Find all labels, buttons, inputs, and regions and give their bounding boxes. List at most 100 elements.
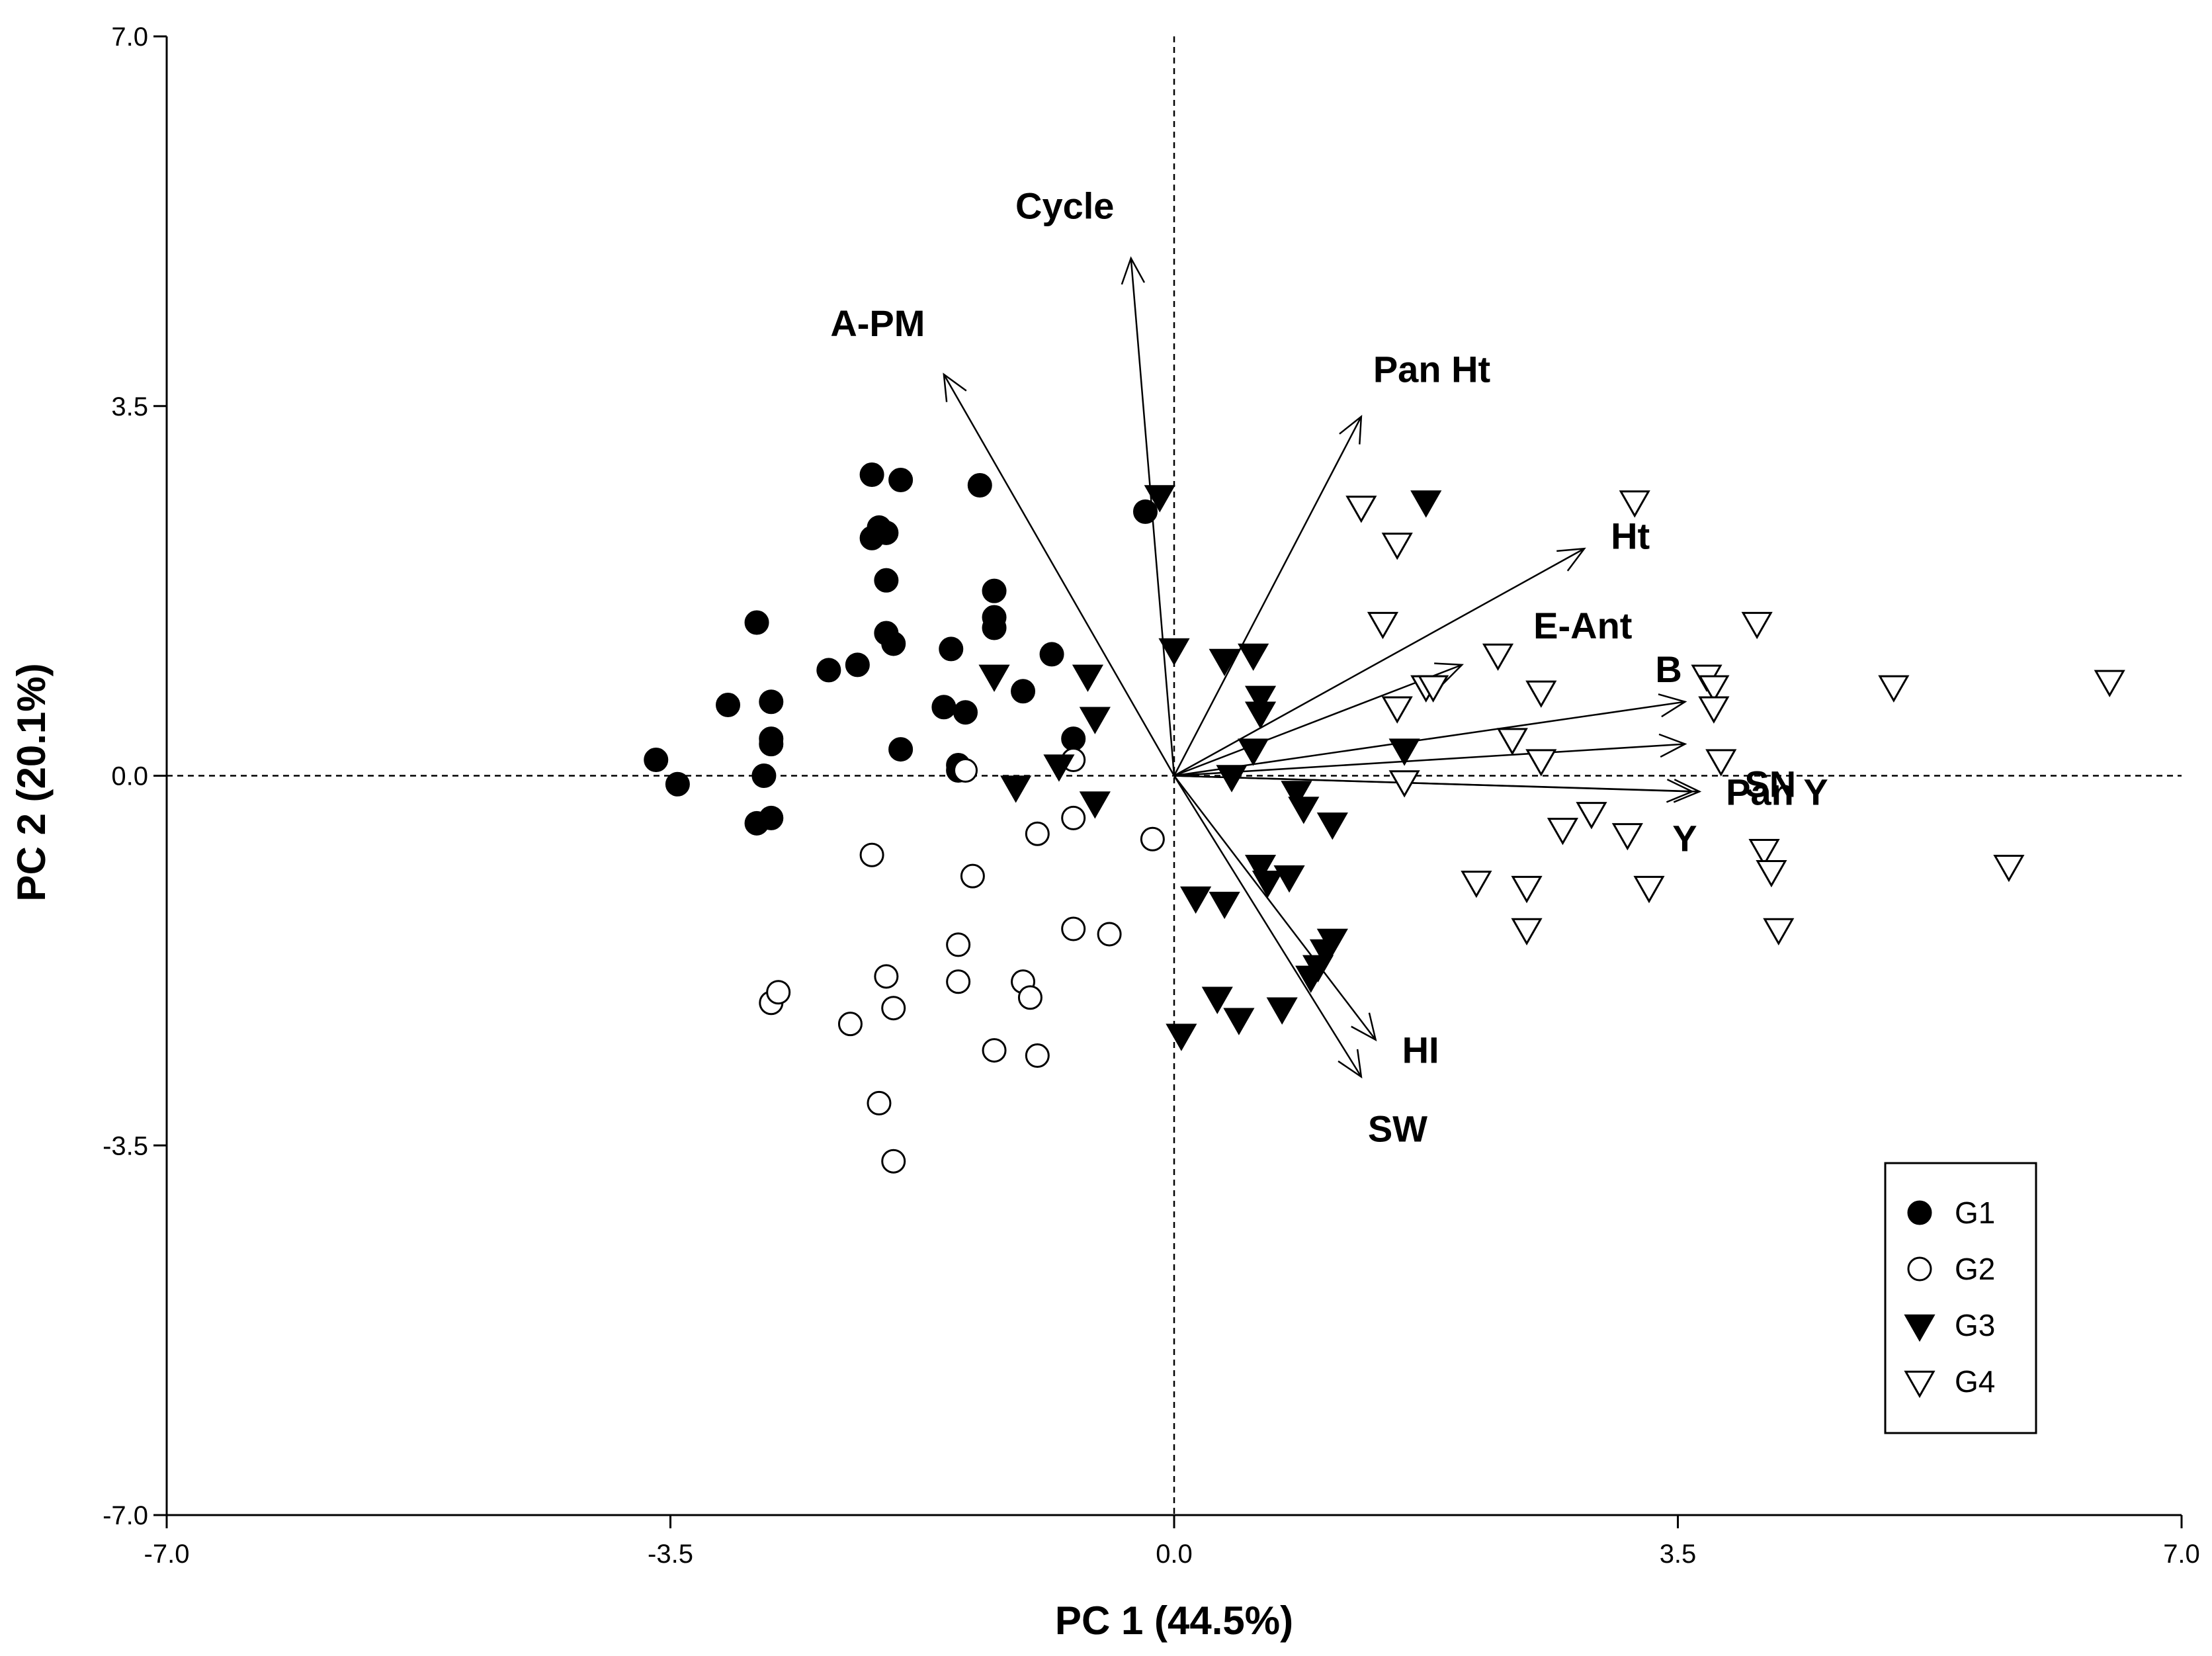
point-g4 (1698, 696, 1730, 724)
loading-arrow-shaft (1173, 701, 1685, 777)
series-g4 (1345, 490, 2125, 946)
loading-arrow-head (1658, 693, 1687, 718)
loading-sw: SW (1173, 775, 1427, 1149)
point-g4 (1633, 875, 1665, 904)
point-g1 (953, 700, 978, 725)
point-g3 (1079, 707, 1111, 734)
point-g1 (744, 610, 769, 635)
loading-arrow-head (1434, 662, 1465, 685)
legend-label-g3: G3 (1955, 1308, 1995, 1342)
loading-label: SW (1368, 1108, 1427, 1149)
legend-item-g1: G1 (1907, 1196, 1995, 1230)
point-g3 (1180, 886, 1212, 914)
point-g3 (1266, 997, 1298, 1025)
loading-label: E-Ant (1533, 605, 1632, 646)
x-tick-label: 0.0 (1156, 1540, 1193, 1569)
point-g1 (931, 695, 957, 720)
point-g3 (1238, 643, 1269, 671)
point-g2 (1025, 821, 1050, 846)
loading-label: HI (1402, 1029, 1439, 1071)
point-g4 (1611, 823, 1643, 851)
loading-arrow-head (1121, 256, 1146, 285)
point-g2 (1140, 826, 1165, 851)
point-g4 (1619, 490, 1650, 518)
loading-ht: Ht (1173, 515, 1650, 777)
legend-label-g2: G2 (1955, 1252, 1995, 1286)
loading-label: B (1655, 648, 1681, 690)
loading-arrow-shaft (1173, 548, 1585, 777)
point-g3 (1238, 738, 1269, 766)
point-g1 (644, 748, 669, 773)
point-g4 (1698, 675, 1730, 703)
point-g3 (1244, 701, 1277, 729)
point-g3 (1273, 865, 1305, 893)
point-g3 (1244, 854, 1277, 883)
series-g1 (644, 462, 1158, 836)
loading-arrow-head (1673, 779, 1702, 803)
point-g4 (1576, 802, 1607, 830)
legend-marker-g2 (1907, 1256, 1932, 1282)
point-g3 (1410, 490, 1442, 518)
y-tick-label: 3.5 (111, 392, 148, 421)
point-g3 (1281, 781, 1312, 808)
point-g1 (759, 689, 784, 715)
loading-arrow-head (1351, 1012, 1377, 1042)
point-g1 (759, 726, 784, 752)
loading-arrow-shaft (1173, 775, 1693, 793)
y-tick-label: -3.5 (103, 1131, 148, 1160)
point-g2 (766, 980, 791, 1005)
loading-pan-ht: Pan Ht (1173, 349, 1490, 777)
point-g1 (888, 468, 914, 492)
point-g2 (1061, 805, 1086, 830)
loading-label: Ht (1611, 515, 1650, 556)
point-g1 (939, 636, 964, 662)
loading-arrow-shaft (1173, 664, 1463, 777)
point-g2 (874, 964, 899, 989)
point-g3 (1388, 738, 1420, 766)
loading-y: Y (1173, 775, 1697, 859)
point-g1 (1011, 679, 1036, 704)
point-g2 (946, 932, 971, 957)
y-tick-label: 7.0 (111, 22, 148, 52)
loading-sn: SN (1173, 733, 1796, 805)
point-g3 (1209, 891, 1240, 920)
legend-label-g1: G1 (1955, 1196, 1995, 1230)
point-g4 (1418, 675, 1449, 703)
legend-item-g3: G3 (1904, 1308, 1995, 1342)
point-g2 (1025, 1043, 1050, 1068)
point-g3 (1316, 812, 1348, 840)
point-g3 (1144, 485, 1175, 513)
loading-arrow-shaft (1173, 775, 1362, 1078)
legend-item-g4: G4 (1904, 1364, 1995, 1399)
point-g2 (953, 758, 978, 783)
point-g2 (946, 969, 971, 994)
loading-label: Pan Y (1726, 771, 1828, 812)
x-tick-label: 3.5 (1660, 1540, 1697, 1569)
loading-hi: HI (1173, 775, 1439, 1071)
series-g3 (978, 485, 1442, 1051)
point-g1 (716, 693, 741, 718)
y-tick-label: 0.0 (111, 762, 148, 791)
point-g3 (978, 664, 1010, 692)
point-g2 (1017, 985, 1042, 1010)
point-g1 (967, 472, 992, 498)
loading-arrow-shaft (1173, 775, 1377, 1041)
legend: G1 G2 G3 G4 (1884, 1162, 2037, 1434)
point-g4 (1525, 680, 1557, 708)
point-g2 (867, 1090, 892, 1115)
point-g4 (1482, 643, 1514, 671)
point-g1 (982, 605, 1007, 630)
point-g1 (982, 578, 1007, 603)
point-g2 (982, 1038, 1007, 1063)
loading-arrow-head (1658, 733, 1687, 758)
legend-marker-g4 (1904, 1370, 1936, 1399)
loading-label: Cycle (1015, 185, 1114, 226)
point-g3 (1209, 648, 1240, 676)
point-g3 (1043, 754, 1075, 782)
point-g2 (881, 996, 906, 1021)
point-g4 (1461, 870, 1492, 898)
point-g4 (1345, 496, 1377, 523)
